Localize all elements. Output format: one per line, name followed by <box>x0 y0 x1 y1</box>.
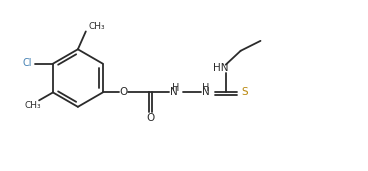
Text: S: S <box>241 87 248 97</box>
Text: O: O <box>147 113 155 123</box>
Text: N: N <box>170 87 178 97</box>
Text: H: H <box>173 83 180 94</box>
Text: HN: HN <box>213 63 229 73</box>
Text: Cl: Cl <box>22 58 32 68</box>
Text: CH₃: CH₃ <box>89 22 105 31</box>
Text: CH₃: CH₃ <box>25 101 42 110</box>
Text: H: H <box>202 83 210 94</box>
Text: N: N <box>202 87 210 97</box>
Text: O: O <box>120 87 128 97</box>
